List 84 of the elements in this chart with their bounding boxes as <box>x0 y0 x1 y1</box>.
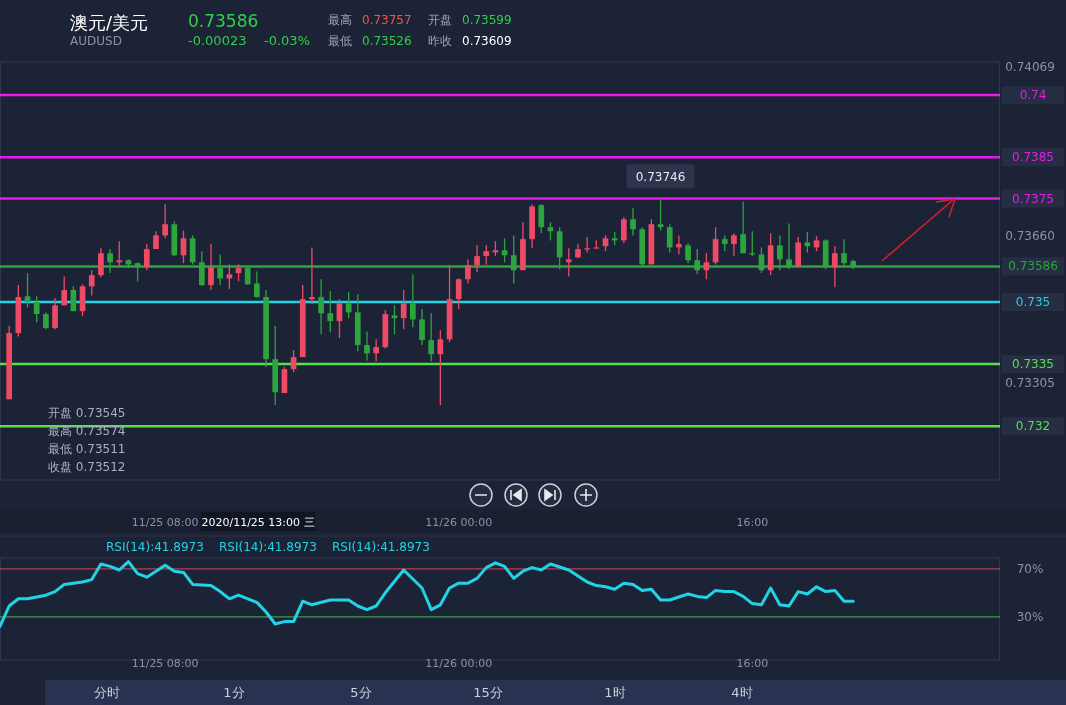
y-tick-label: 70% <box>1016 561 1044 576</box>
text: -0.03% <box>264 33 310 48</box>
candlestick <box>832 245 838 288</box>
text: 15分 <box>473 685 503 700</box>
candlestick <box>327 290 334 333</box>
x-tick-label: 11/25 08:00 <box>131 657 199 670</box>
text: 0.73586 <box>188 11 259 31</box>
candlestick <box>98 247 104 278</box>
candlestick <box>33 295 40 323</box>
ref-line-label: 0.735 <box>1015 295 1051 310</box>
text: 5分 <box>350 685 372 700</box>
text: 最低 <box>328 34 352 48</box>
candlestick <box>804 231 811 254</box>
candlestick <box>61 275 68 306</box>
text: 1分 <box>223 685 245 700</box>
text: 0.73757 <box>362 13 412 27</box>
candlestick <box>565 247 572 278</box>
candlestick <box>88 269 95 297</box>
candlestick <box>630 207 636 237</box>
y-tick-label: 30% <box>1016 609 1044 624</box>
text: 2020/11/25 13:00 三 <box>201 516 315 529</box>
y-tick-label: 0.73660 <box>1005 228 1055 243</box>
ref-line-label: 0.7375 <box>1012 191 1054 206</box>
candlestick <box>116 240 123 266</box>
text: RSI(14):41.8973 <box>106 540 204 554</box>
candlestick <box>162 203 168 239</box>
ref-line-label: 0.74 <box>1019 88 1047 103</box>
x-tick-label: 16:00 <box>736 657 769 670</box>
y-tick-label: 0.73305 <box>1005 375 1055 390</box>
ref-line-label: 0.732 <box>1015 419 1051 434</box>
candlestick <box>364 330 370 362</box>
text: 4时 <box>731 685 753 700</box>
text: RSI(14):41.8973 <box>219 540 317 554</box>
annotation: 最低 0.73511 <box>48 442 126 456</box>
ref-line-label: 0.73586 <box>1008 259 1058 274</box>
text: AUDUSD <box>70 34 122 48</box>
candlestick <box>740 200 746 254</box>
candlestick <box>391 304 398 335</box>
line-series <box>0 560 855 628</box>
candlestick <box>400 289 407 330</box>
candlestick <box>428 312 435 362</box>
text: 1时 <box>604 685 626 700</box>
text: 0.73609 <box>462 34 512 48</box>
candlestick <box>410 273 416 328</box>
candlestick <box>676 234 682 256</box>
annotation: 最高 0.73574 <box>48 424 126 438</box>
text: 0.73599 <box>462 13 512 27</box>
candlestick <box>309 246 315 305</box>
text: 昨收 <box>428 34 452 48</box>
candlestick <box>538 203 545 234</box>
text: 开盘 <box>428 13 452 27</box>
candlestick <box>465 258 471 285</box>
candlestick <box>318 278 324 335</box>
candlestick <box>455 277 462 310</box>
candlestick <box>483 244 490 266</box>
candlestick <box>373 338 379 362</box>
candlestick <box>208 243 214 291</box>
text: 0.73526 <box>362 34 412 48</box>
ref-line-label: 0.7385 <box>1012 150 1054 165</box>
candlestick <box>474 244 480 273</box>
candlestick <box>254 270 260 299</box>
candlestick <box>419 308 425 346</box>
annotation: 收盘 0.73512 <box>48 460 126 474</box>
candlestick <box>621 216 627 244</box>
text: -0.00023 <box>188 33 247 48</box>
text: 分时 <box>94 685 120 700</box>
candlestick <box>24 272 31 309</box>
annotation: 0.73746 <box>635 170 686 185</box>
x-tick-label: 11/26 00:00 <box>425 657 493 670</box>
x-tick-label: 11/26 00:00 <box>425 516 493 529</box>
candlestick <box>657 199 664 232</box>
ref-line-label: 0.7335 <box>1012 357 1054 372</box>
text: 最高 <box>328 13 352 27</box>
text: RSI(14):41.8973 <box>332 540 430 554</box>
candlestick <box>666 223 673 254</box>
candlestick <box>52 297 58 330</box>
candlestick <box>143 243 150 271</box>
x-tick-label: 16:00 <box>736 516 769 529</box>
candlestick <box>685 242 691 264</box>
candlestick <box>731 232 737 257</box>
x-tick-label: 11/25 08:00 <box>131 516 199 529</box>
text: 澳元/美元 <box>70 12 149 33</box>
y-tick-label: 0.74069 <box>1005 59 1055 74</box>
annotation: 开盘 0.73545 <box>48 406 126 420</box>
